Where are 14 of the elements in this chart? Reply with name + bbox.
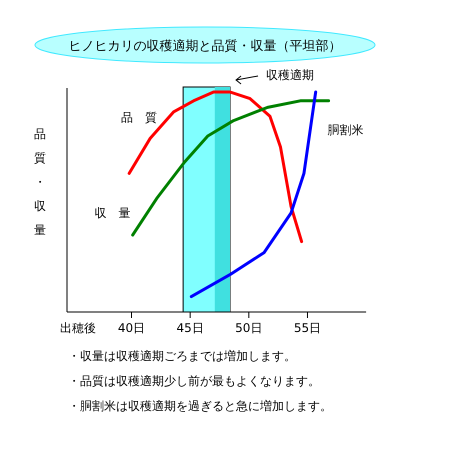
text: ・胴割米は収穫適期を過ぎると急に増加します。 [68, 399, 332, 413]
x-axis-title: 出穂後 [60, 321, 96, 335]
legend-label: 収穫適期 [266, 68, 314, 82]
chart-title: ヒノヒカリの収穫適期と品質・収量（平坦部） [68, 38, 342, 54]
y-axis-title: 品質・収量 [34, 127, 46, 237]
series-label: 胴割米 [328, 123, 364, 137]
x-tick-label: 40日 [118, 321, 146, 335]
series-label: 品 質 [121, 110, 158, 124]
x-tick-label: 55日 [294, 321, 322, 335]
text: ・収量は収穫適期ごろまでは増加します。 [68, 349, 296, 363]
text: ・品質は収穫適期少し前が最もよくなります。 [68, 374, 320, 388]
series-label: 収 量 [94, 206, 131, 220]
x-tick-label: 50日 [235, 321, 262, 335]
x-tick-label: 45日 [176, 321, 204, 335]
